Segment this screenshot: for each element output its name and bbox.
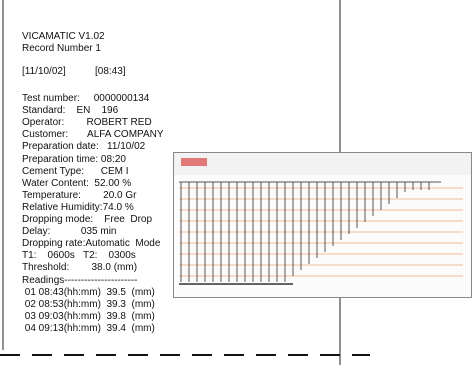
field-line: Dropping mode: Free Drop [22, 214, 153, 225]
field-line: 01 08:43(hh:mm) 39.5 (mm) [22, 286, 155, 298]
field-line: T1: 0600s T2: 0300s [22, 250, 136, 262]
field-line: 03 09:03(hh:mm) 39.8 (mm) [22, 310, 155, 322]
chart-screenshot [173, 152, 472, 298]
field-line: Cement Type: CEM I [22, 165, 129, 177]
screenshot-frame [173, 152, 472, 298]
field-line: Preparation time: 08:20 [22, 153, 126, 165]
field-line: Operator: ROBERT RED [22, 117, 152, 129]
field-line: Preparation date: 11/10/02 [22, 141, 146, 153]
field-line: Water Content: 52.00 % [22, 177, 132, 189]
field-line: Dropping rate:Automatic Mode [22, 238, 161, 250]
field-line: Test number: 0000000134 [22, 93, 150, 104]
logo [181, 158, 207, 166]
field-line: Customer: ALFA COMPANY [22, 129, 164, 141]
field-line: Temperature: 20.0 Gr [22, 189, 137, 201]
field-line: Standard: EN 196 [22, 105, 119, 117]
field-line: Threshold: 38.0 (mm) [22, 262, 138, 274]
field-line: 04 09:13(hh:mm) 39.4 (mm) [22, 322, 155, 334]
field-line: 02 08:53(hh:mm) 39.3 (mm) [22, 298, 155, 310]
record-number: Record Number 1 [22, 43, 101, 54]
date: [11/10/02] [22, 66, 66, 77]
title: VICAMATIC V1.02 [22, 31, 105, 42]
plot-area [179, 181, 463, 285]
field-line: Readings---------------------- [22, 274, 138, 286]
field-line: Relative Humidity:74.0 % [22, 201, 134, 213]
time: [08:43] [95, 66, 126, 77]
field-line: Delay: 035 min [22, 226, 117, 238]
toolbar [174, 153, 471, 175]
